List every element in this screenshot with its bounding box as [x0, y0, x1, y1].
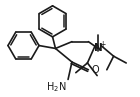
Text: O: O — [91, 65, 99, 75]
Text: N: N — [94, 43, 102, 53]
Text: H$_2$N: H$_2$N — [46, 80, 66, 94]
Text: +: + — [99, 40, 106, 49]
